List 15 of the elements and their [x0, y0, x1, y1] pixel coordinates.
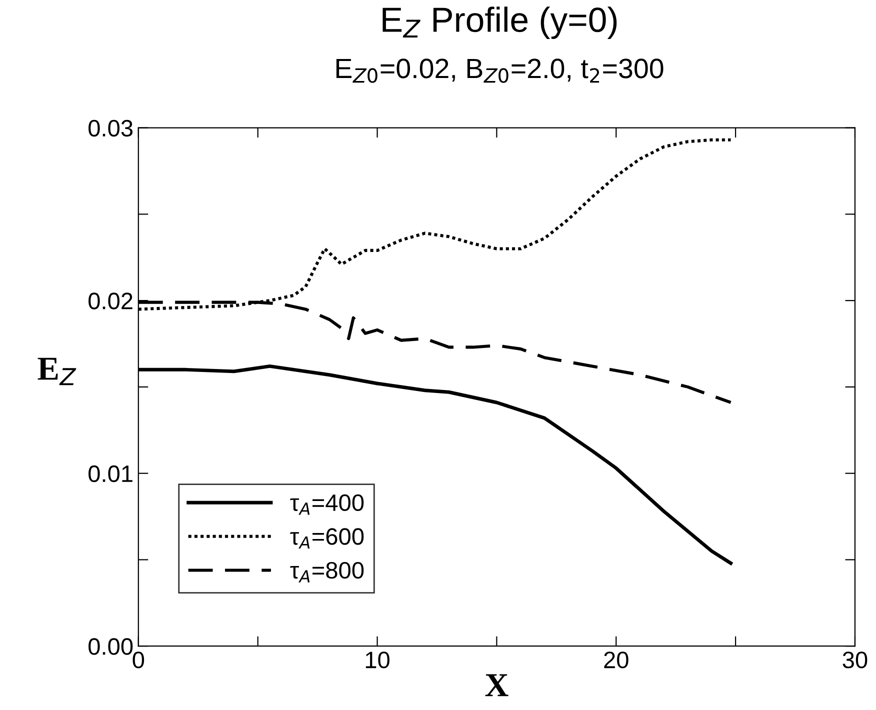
y-axis-title: E$_{Z}$: [38, 358, 76, 386]
x-tick-label: 30: [842, 652, 868, 668]
legend-label: τ$_{A}$=400: [290, 494, 364, 515]
y-tick-label: 0.01: [88, 465, 132, 482]
legend-label: τ$_{A}$=600: [290, 528, 364, 549]
chart-subtitle: E$_{Z0}$=0.02, B$_{Z0}$=2.0, t$_{2}$=300: [336, 58, 664, 83]
y-tick-label: 0.02: [88, 292, 132, 310]
x-tick-label: 20: [604, 652, 628, 668]
chart-title: E$_{Z}$ Profile (y=0): [382, 6, 617, 39]
x-tick-label: 10: [366, 652, 390, 668]
legend-label: τ$_{A}$=800: [290, 562, 364, 582]
y-tick-label: 0.00: [88, 638, 133, 655]
y-tick-label: 0.03: [88, 120, 133, 137]
x-tick-label: 0: [132, 652, 144, 668]
x-axis-title: X: [485, 674, 508, 696]
